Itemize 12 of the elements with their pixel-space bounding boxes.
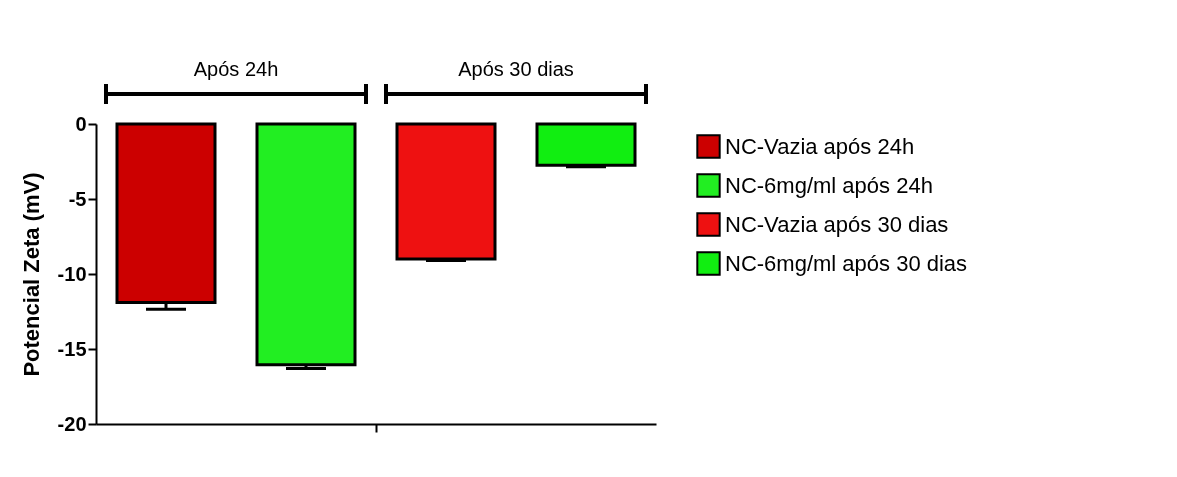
y-tick-label: 0 [75, 112, 87, 135]
legend-label: NC-Vazia após 30 dias [725, 211, 949, 237]
legend-label: NC-6mg/ml após 30 dias [725, 250, 968, 276]
legend-label: NC-Vazia após 24h [725, 133, 915, 159]
y-axis-title: Potencial Zeta (mV) [18, 172, 44, 377]
y-tick-label: -10 [57, 262, 87, 285]
y-tick-label: -20 [57, 412, 87, 435]
legend-label: NC-6mg/ml após 24h [725, 172, 933, 198]
y-tick-label: -5 [68, 187, 87, 210]
y-tick-label: -15 [57, 337, 87, 360]
text: Após 24h [193, 58, 279, 80]
text: Após 30 dias [458, 58, 574, 80]
